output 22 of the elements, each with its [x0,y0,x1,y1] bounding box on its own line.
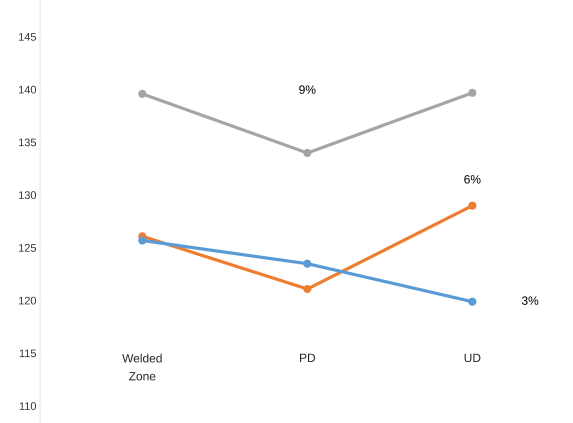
y-tick-label: 145 [19,33,36,41]
y-tick-label: 140 [19,86,36,94]
point [303,260,312,268]
annotation: 6% [464,175,481,184]
x-tick-label: PD [300,354,316,362]
point [468,202,476,210]
x-tick-label: UD [464,354,480,362]
point [138,90,146,98]
y-tick-label: 110 [20,402,36,410]
y-tick-label: 115 [20,350,36,358]
point [138,236,146,245]
y-tick-label: 130 [19,191,36,200]
y-tick-label: 125 [19,244,36,252]
point [303,284,312,294]
y-tick-label: 135 [19,138,36,146]
annotation: 3% [522,296,538,305]
x-tick-label: Welded Zone [122,354,162,380]
annotation: 9% [299,85,316,94]
point [468,88,476,97]
y-tick-label: 120 [19,296,36,305]
point [303,148,312,158]
point [468,298,476,306]
